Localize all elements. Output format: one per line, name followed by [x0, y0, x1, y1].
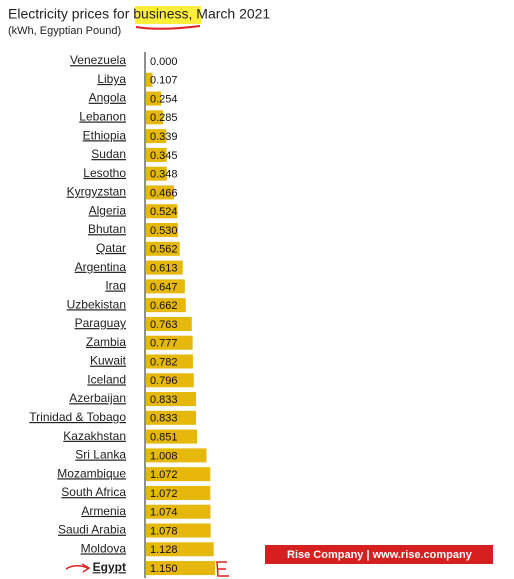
watermark-box [265, 545, 493, 564]
bar [146, 185, 174, 200]
annotation-arrow [65, 563, 91, 573]
category-label: Kuwait [90, 354, 127, 368]
bar [146, 204, 178, 219]
chart-subtitle: (kWh, Egyptian Pound) [8, 25, 121, 37]
value-label: 0.833 [150, 394, 178, 406]
bar [146, 485, 211, 500]
value-label: 0.345 [150, 150, 178, 162]
watermark: Rise Company | www.rise.company [287, 549, 473, 561]
category-label: Libya [97, 72, 126, 86]
bar [146, 542, 214, 557]
bar [146, 260, 183, 275]
bar [146, 147, 167, 162]
category-label: Kyrgyzstan [67, 185, 126, 199]
chart-title: Electricity prices for business, March 2… [8, 6, 270, 22]
bar [146, 91, 162, 106]
value-label: 0.524 [150, 206, 178, 218]
bar [146, 129, 167, 144]
value-label: 0.613 [150, 262, 178, 274]
value-label: 0.796 [150, 375, 178, 387]
category-label: Bhutan [88, 222, 126, 236]
bar [146, 392, 196, 407]
category-label: Iceland [87, 372, 126, 386]
value-label: 0.782 [150, 356, 178, 368]
value-label: 1.072 [150, 488, 178, 500]
value-label: 0.647 [150, 281, 178, 293]
value-label: 0.833 [150, 413, 178, 425]
value-label: 0.530 [150, 225, 178, 237]
category-label: Zambia [86, 335, 126, 349]
value-label: 1.074 [150, 507, 178, 519]
value-label: 0.763 [150, 319, 178, 331]
category-label: Saudi Arabia [58, 523, 126, 537]
category-label: Argentina [75, 260, 127, 274]
bar [146, 410, 196, 425]
category-label: Paraguay [75, 316, 126, 330]
category-label: Angola [89, 91, 127, 105]
title-highlight [135, 6, 201, 24]
category-label: Kazakhstan [63, 429, 126, 443]
category-label: Armenia [81, 504, 126, 518]
category-label: Uzbekistan [67, 297, 126, 311]
category-label: South Africa [61, 485, 126, 499]
category-label: Moldova [81, 541, 127, 555]
value-label: 1.128 [150, 544, 178, 556]
value-label: 0.662 [150, 300, 178, 312]
value-label: 0.339 [150, 131, 178, 143]
value-label: 0.285 [150, 112, 178, 124]
bar [146, 72, 153, 87]
value-label: 0.000 [150, 56, 178, 68]
value-label: 0.466 [150, 187, 178, 199]
category-label: Venezuela [70, 53, 126, 67]
annotation-underline [135, 25, 201, 30]
bar [146, 223, 178, 238]
bar [146, 354, 193, 369]
bar [146, 241, 180, 256]
bar [146, 467, 211, 482]
bar [146, 279, 185, 294]
category-label: Trinidad & Tobago [29, 410, 126, 424]
bar [146, 110, 164, 125]
value-label: 0.107 [150, 75, 178, 87]
value-label: 0.348 [150, 169, 178, 181]
category-label: Algeria [89, 203, 127, 217]
bar [146, 504, 211, 519]
bar [146, 429, 198, 444]
category-label: Sudan [91, 147, 126, 161]
category-label: Qatar [96, 241, 126, 255]
bar [146, 561, 215, 576]
bar [146, 448, 207, 463]
category-label: Lebanon [79, 110, 126, 124]
category-label: Lesotho [83, 166, 126, 180]
category-label: Ethiopia [83, 128, 127, 142]
category-label: Iraq [105, 279, 126, 293]
bar [146, 316, 192, 331]
category-label: Egypt [93, 560, 126, 574]
value-label: 1.072 [150, 469, 178, 481]
bar [146, 298, 186, 313]
category-label: Azerbaijan [69, 391, 126, 405]
bar [146, 523, 211, 538]
bar [146, 166, 167, 181]
annotation-mark [216, 561, 229, 577]
bar [146, 373, 194, 388]
value-label: 0.254 [150, 93, 178, 105]
value-label: 0.562 [150, 244, 178, 256]
category-label: Mozambique [57, 466, 126, 480]
value-label: 1.078 [150, 525, 178, 537]
value-label: 1.008 [150, 450, 178, 462]
value-label: 0.777 [150, 338, 178, 350]
bar [146, 335, 193, 350]
value-label: 1.150 [150, 563, 178, 575]
value-label: 0.851 [150, 432, 178, 444]
category-label: Sri Lanka [75, 448, 126, 462]
